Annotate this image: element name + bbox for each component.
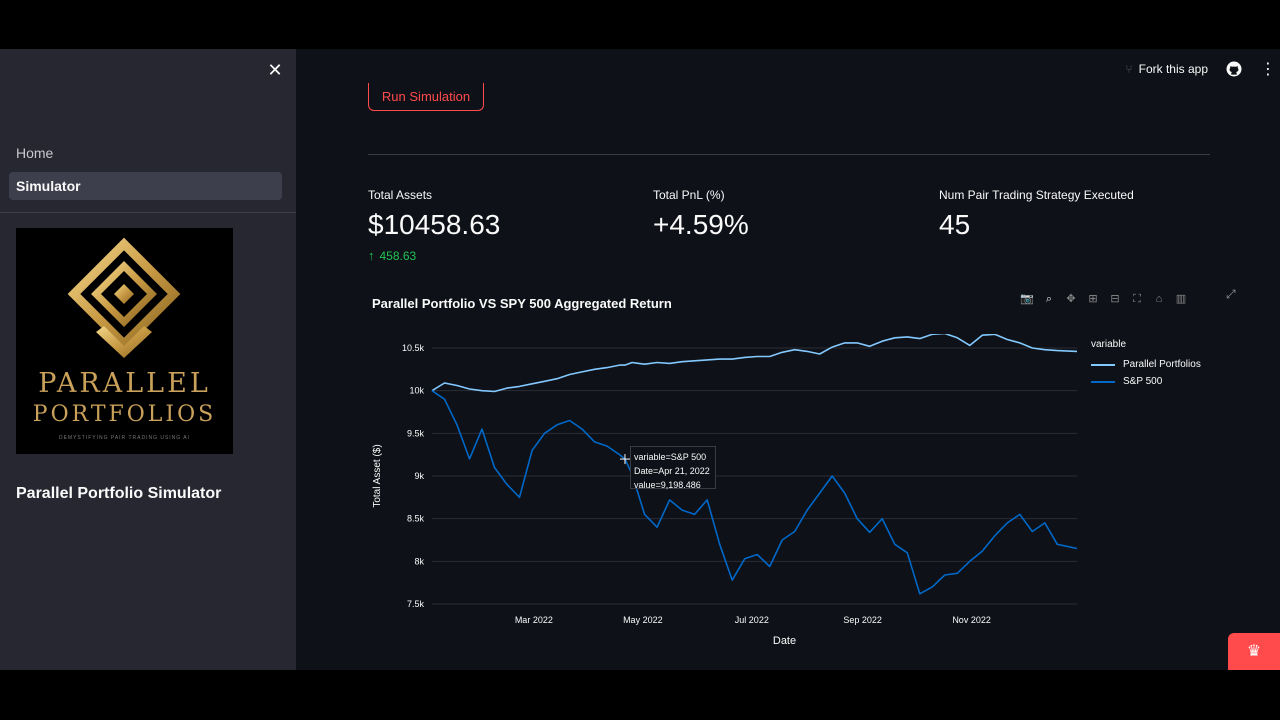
y-tick-label: 8k: [414, 556, 424, 566]
y-axis-title: Total Asset ($): [372, 444, 383, 507]
diamond-logo-icon: [67, 237, 181, 358]
sidebar: ✕ Home Simulator PARALLEL P: [0, 49, 296, 670]
app-header-toolbar: ⑂ Fork this app ⋮: [1125, 49, 1280, 89]
series-line-parallel-portfolios: [431, 334, 1078, 393]
fork-icon: ⑂: [1125, 62, 1133, 76]
tooltip-line: variable=S&P 500: [634, 452, 707, 462]
x-tick-label: Jul 2022: [735, 615, 769, 625]
x-tick-label: Nov 2022: [952, 615, 991, 625]
legend-item-sp500[interactable]: S&P 500: [1091, 373, 1201, 390]
y-tick-label: 9k: [414, 471, 424, 481]
y-tick-label: 10k: [409, 386, 424, 396]
metric-num-strategies: Num Pair Trading Strategy Executed 45: [939, 188, 1134, 241]
section-divider: [368, 154, 1210, 155]
metric-value: +4.59%: [653, 209, 749, 240]
tooltip-line: value=9,198.486: [634, 480, 701, 490]
y-tick-label: 10.5k: [402, 343, 425, 353]
streamlit-app: ✕ Home Simulator PARALLEL P: [0, 49, 1280, 670]
fullscreen-expand-icon[interactable]: ⤢: [1226, 287, 1236, 301]
metric-delta: ↑ 458.63: [368, 248, 500, 263]
main-menu-icon[interactable]: ⋮: [1260, 61, 1276, 78]
logo-wordmark-line1: PARALLEL: [38, 368, 211, 399]
logo-tagline: DEMYSTIFYING PAIR TRADING USING AI: [58, 435, 191, 441]
y-tick-label: 7.5k: [407, 599, 425, 609]
parallel-portfolios-logo: PARALLEL PORTFOLIOS DEMYSTIFYING PAIR TR…: [16, 228, 233, 454]
sidebar-item-simulator[interactable]: Simulator: [9, 172, 282, 200]
chart-hover-tooltip: variable=S&P 500 Date=Apr 21, 2022 value…: [630, 446, 716, 490]
x-tick-label: Mar 2022: [515, 615, 553, 625]
y-tick-label: 8.5k: [407, 514, 425, 524]
streamlit-crown-icon[interactable]: ♛: [1228, 633, 1280, 670]
metric-total-assets: Total Assets $10458.63 ↑ 458.63: [368, 188, 500, 263]
chart-title: Parallel Portfolio VS SPY 500 Aggregated…: [372, 296, 672, 311]
chart-legend: variable Parallel Portfolios S&P 500: [1091, 339, 1201, 390]
legend-label: S&P 500: [1123, 376, 1163, 387]
pan-icon[interactable]: ✥: [1066, 293, 1076, 305]
metric-delta-value: 458.63: [379, 248, 417, 263]
x-tick-label: Sep 2022: [843, 615, 882, 625]
plotly-logo-icon[interactable]: ▥: [1175, 293, 1187, 305]
video-letterbox-top: [0, 0, 1280, 49]
x-tick-label: May 2022: [623, 615, 663, 625]
camera-icon[interactable]: 📷: [1020, 293, 1034, 305]
x-axis-title: Date: [773, 635, 796, 647]
video-letterbox-bottom: [0, 670, 1280, 720]
sidebar-item-home[interactable]: Home: [16, 145, 54, 161]
tooltip-line: Date=Apr 21, 2022: [634, 466, 710, 476]
series-line-sp500: [431, 390, 1078, 595]
zoom-in-icon[interactable]: ⊞: [1088, 293, 1098, 305]
sidebar-title: Parallel Portfolio Simulator: [16, 485, 222, 502]
reset-axes-icon[interactable]: ⌂: [1155, 293, 1163, 305]
plotly-modebar: 📷 ⌕ ✥ ⊞ ⊟ ⛶ ⌂ ▥: [1016, 291, 1192, 307]
line-chart[interactable]: 7.5k 8k 8.5k 9k 9.5k 10k 10.5k Mar 2022 May 2022…: [360, 334, 1090, 664]
github-icon[interactable]: [1226, 61, 1242, 77]
sidebar-divider: [0, 212, 296, 213]
metric-label: Total PnL (%): [653, 188, 725, 202]
metric-value: 45: [939, 209, 971, 240]
legend-swatch: [1091, 363, 1115, 366]
fork-app-button[interactable]: Fork this app: [1138, 62, 1208, 76]
legend-item-parallel[interactable]: Parallel Portfolios: [1091, 356, 1201, 373]
metric-label: Total Assets: [368, 188, 433, 202]
logo-wordmark-line2: PORTFOLIOS: [32, 402, 217, 427]
metric-total-pnl: Total PnL (%) +4.59%: [653, 188, 749, 241]
y-tick-label: 9.5k: [407, 428, 425, 438]
legend-swatch: [1091, 380, 1115, 383]
zoom-out-icon[interactable]: ⊟: [1110, 293, 1120, 305]
legend-label: Parallel Portfolios: [1123, 359, 1201, 370]
arrow-up-icon: ↑: [368, 248, 375, 263]
sidebar-nav: Home Simulator: [9, 139, 282, 205]
run-simulation-button[interactable]: Run Simulation: [368, 83, 484, 111]
zoom-icon[interactable]: ⌕: [1045, 293, 1053, 305]
legend-title: variable: [1091, 339, 1127, 350]
metric-value: $10458.63: [368, 209, 501, 240]
autoscale-icon[interactable]: ⛶: [1133, 293, 1141, 305]
metric-label: Num Pair Trading Strategy Executed: [939, 188, 1134, 202]
close-sidebar-icon[interactable]: ✕: [267, 60, 283, 80]
